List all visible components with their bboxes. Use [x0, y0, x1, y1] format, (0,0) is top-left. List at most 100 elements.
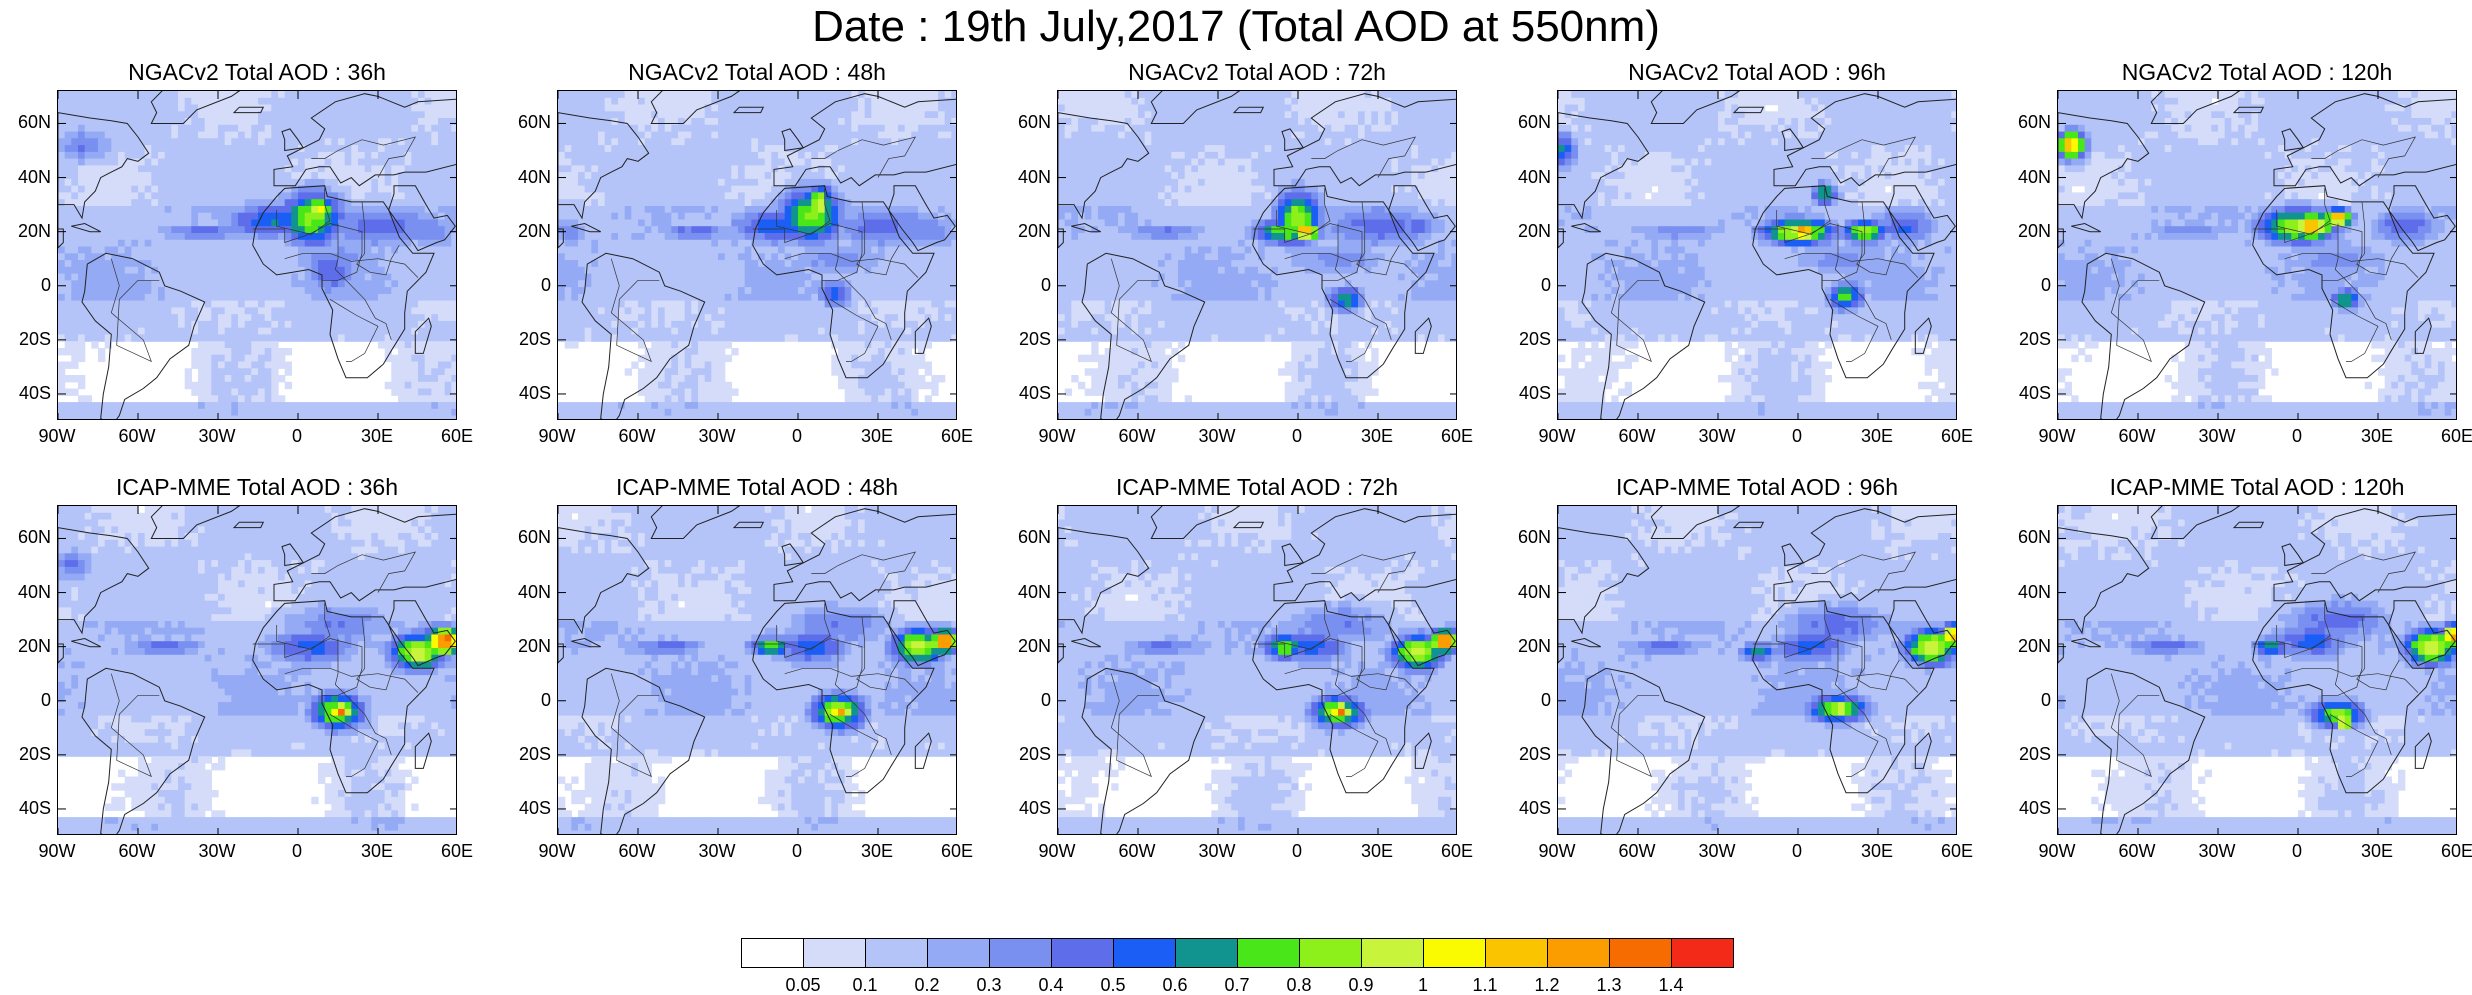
lat-tick-label: 20S [491, 329, 551, 349]
colorbar-label: 0.9 [1336, 975, 1386, 995]
border-line [311, 551, 417, 593]
panel-title: ICAP-MME Total AOD : 96h [1557, 473, 1957, 501]
aod-field [558, 91, 956, 419]
lon-tick-label: 30E [347, 841, 407, 861]
lon-tick-label: 30W [187, 426, 247, 446]
lon-tick-label: 90W [27, 426, 87, 446]
border-line [1329, 714, 1379, 777]
coastline [1232, 106, 1265, 114]
aod-field [2058, 506, 2456, 834]
lon-tick-label: 30E [1847, 426, 1907, 446]
colorbar-swatch [1361, 938, 1424, 968]
coastline [1081, 252, 1206, 419]
colorbar-label: 0.7 [1212, 975, 1262, 995]
coastline [888, 600, 956, 667]
lat-tick-label: 40S [0, 383, 51, 403]
lon-tick-label: 90W [527, 426, 587, 446]
aod-field [1558, 91, 1956, 419]
lat-tick-label: 40S [491, 383, 551, 403]
coastline [81, 252, 206, 419]
border-line [1610, 673, 1660, 778]
coastline [1058, 527, 1150, 664]
border-line [2252, 638, 2363, 696]
lon-tick-label: 30W [1187, 426, 1247, 446]
coastline [2081, 252, 2206, 419]
coastline [1071, 222, 1101, 233]
coastline [2232, 521, 2265, 529]
colorbar-swatch [1671, 938, 1734, 968]
coastline [1571, 222, 1601, 233]
border-line [784, 667, 919, 693]
colorbar-swatch [1485, 938, 1548, 968]
coastline [2388, 600, 2456, 667]
aod-field [1058, 91, 1456, 419]
coastline [1781, 128, 1805, 152]
lat-tick-label: 60N [0, 527, 51, 547]
aod-field [1058, 506, 1456, 834]
colorbar-swatch [1051, 938, 1114, 968]
aod-map [57, 90, 457, 420]
coastline [1650, 506, 1741, 539]
coastline [281, 543, 305, 567]
border-line [284, 667, 419, 693]
coastline [150, 506, 241, 539]
lat-tick-label: 20S [991, 329, 1051, 349]
coastline [888, 185, 956, 252]
coastline [252, 600, 435, 794]
lon-tick-label: 60W [107, 841, 167, 861]
panel-title: ICAP-MME Total AOD : 120h [2057, 473, 2457, 501]
coastline [281, 128, 305, 152]
lon-tick-label: 60E [427, 841, 487, 861]
colorbar-label: 0.8 [1274, 975, 1324, 995]
lat-tick-label: 60N [1491, 112, 1551, 132]
colorbar-label: 1.4 [1646, 975, 1696, 995]
border-line [752, 223, 863, 281]
border-line [1110, 258, 1160, 363]
lon-tick-label: 30E [847, 841, 907, 861]
coastline [2081, 667, 2206, 834]
lat-tick-label: 0 [1491, 690, 1551, 710]
coastline [2414, 317, 2432, 354]
border-line [1811, 136, 1917, 178]
coastline [581, 252, 706, 419]
lat-tick-label: 40S [1991, 798, 2051, 818]
lat-tick-label: 40N [991, 167, 1051, 187]
lat-tick-label: 20S [1491, 329, 1551, 349]
lat-tick-label: 0 [0, 275, 51, 295]
coastline [1232, 521, 1265, 529]
colorbar-label: 1.2 [1522, 975, 1572, 995]
lon-tick-label: 30W [2187, 426, 2247, 446]
coastline [1273, 93, 1456, 187]
aod-field [2058, 91, 2456, 419]
colorbar-swatch [927, 938, 990, 968]
lat-tick-label: 20N [1991, 636, 2051, 656]
colorbar-label: 1 [1398, 975, 1448, 995]
panel-title: NGACv2 Total AOD : 36h [57, 58, 457, 86]
border-line [2334, 638, 2392, 756]
border-line [752, 638, 863, 696]
coastline [1081, 667, 1206, 834]
border-line [1610, 258, 1660, 363]
border-line [252, 638, 363, 696]
border-line [110, 258, 160, 363]
lon-tick-label: 90W [1527, 426, 1587, 446]
lat-tick-label: 20N [0, 636, 51, 656]
lon-tick-label: 60W [2107, 426, 2167, 446]
map-panel: ICAP-MME Total AOD : 120h 60N 40N 20N 0 20S 40… [2018, 473, 2472, 861]
border-line [276, 188, 331, 235]
lat-tick-label: 40S [1491, 383, 1551, 403]
map-panel: NGACv2 Total AOD : 36h 60N 40N 20N 0 20S 40S 90… [18, 58, 473, 446]
border-line [1829, 299, 1879, 362]
border-line [811, 551, 917, 593]
colorbar-label: 0.4 [1026, 975, 1076, 995]
aod-field [558, 506, 956, 834]
coastline [914, 317, 932, 354]
lon-tick-label: 30E [2347, 841, 2407, 861]
lon-tick-label: 90W [2027, 841, 2087, 861]
lat-tick-label: 20N [991, 636, 1051, 656]
coastline [71, 222, 101, 233]
border-line [811, 136, 917, 178]
border-line [784, 252, 919, 278]
lon-tick-label: 90W [2027, 426, 2087, 446]
coastline [2252, 185, 2435, 379]
